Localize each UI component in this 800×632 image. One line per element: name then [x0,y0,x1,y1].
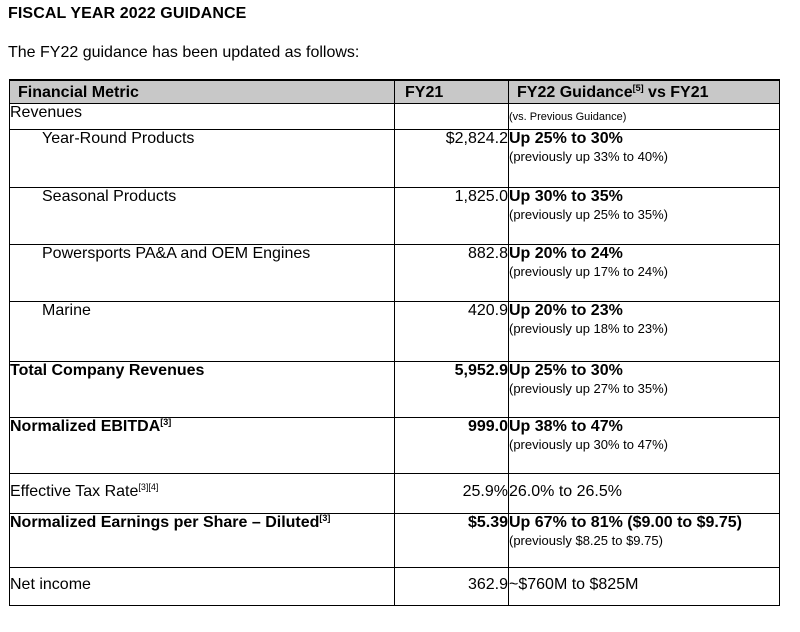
metric-cell: Year-Round Products [9,129,395,188]
table-row-marine: Marine 420.9 Up 20% to 23% (previously u… [9,301,780,362]
metric-cell: Normalized EBITDA[3] [9,417,395,474]
fy21-cell: 362.9 [394,567,509,606]
guidance-cell: Up 25% to 30% (previously up 33% to 40%) [508,129,780,188]
previous-guidance: (previously up 18% to 23%) [509,321,668,336]
previous-guidance: (previously up 25% to 35%) [509,207,668,222]
intro-text: The FY22 guidance has been updated as fo… [8,44,360,61]
table-row-powersports: Powersports PA&A and OEM Engines 882.8 U… [9,244,780,302]
fy21-cell: 25.9% [394,473,509,514]
guidance-cell: Up 20% to 24% (previously up 17% to 24%) [508,244,780,302]
previous-guidance: (previously up 27% to 35%) [509,381,668,396]
table-row-net-income: Net income 362.9 ~$760M to $825M [9,567,780,606]
guidance-value: Up 20% to 23% [509,302,623,319]
previous-guidance: (previously up 17% to 24%) [509,264,668,279]
footnote-ref: [5] [632,83,644,93]
fy21-cell: 999.0 [394,417,509,474]
footnote-ref: [3] [160,417,172,427]
page-title: FISCAL YEAR 2022 GUIDANCE [8,5,247,22]
previous-guidance: (previously up 30% to 47%) [509,437,668,452]
metric-cell: Marine [9,301,395,362]
metric-cell: Total Company Revenues [9,361,395,418]
guidance-cell: ~$760M to $825M [508,567,780,606]
metric-cell: Revenues [9,103,395,130]
metric-cell: Normalized Earnings per Share – Diluted[… [9,513,395,568]
header-fy21: FY21 [394,79,509,104]
metric-cell: Powersports PA&A and OEM Engines [9,244,395,302]
header-fy22-guidance: FY22 Guidance[5] vs FY21 [508,79,780,104]
table-row-year-round-products: Year-Round Products $2,824.2 Up 25% to 3… [9,129,780,188]
table-row-revenues: Revenues (vs. Previous Guidance) [9,103,780,130]
metric-cell: Net income [9,567,395,606]
guidance-cell: Up 38% to 47% (previously up 30% to 47%) [508,417,780,474]
fy21-cell: 420.9 [394,301,509,362]
fy21-cell [394,103,509,130]
footnote-ref: [3] [319,513,331,523]
fy21-cell: 1,825.0 [394,187,509,245]
fy21-cell: $2,824.2 [394,129,509,188]
fy21-cell: 882.8 [394,244,509,302]
guidance-cell: Up 67% to 81% ($9.00 to $9.75) (previous… [508,513,780,568]
previous-guidance: (previously up 33% to 40%) [509,149,668,164]
guidance-value: Up 20% to 24% [509,245,623,262]
guidance-value: ~$760M to $825M [509,576,639,593]
fy21-cell: $5.39 [394,513,509,568]
header-financial-metric: Financial Metric [9,79,395,104]
guidance-cell: Up 20% to 23% (previously up 18% to 23%) [508,301,780,362]
guidance-cell: Up 30% to 35% (previously up 25% to 35%) [508,187,780,245]
guidance-value: Up 25% to 30% [509,130,623,147]
table-row-normalized-eps: Normalized Earnings per Share – Diluted[… [9,513,780,568]
table-row-seasonal-products: Seasonal Products 1,825.0 Up 30% to 35% … [9,187,780,245]
guidance-table: Financial Metric FY21 FY22 Guidance[5] v… [9,79,780,606]
guidance-value: 26.0% to 26.5% [509,483,622,500]
table-row-normalized-ebitda: Normalized EBITDA[3] 999.0 Up 38% to 47%… [9,417,780,474]
guidance-value: Up 30% to 35% [509,188,623,205]
metric-cell: Effective Tax Rate[3][4] [9,473,395,514]
guidance-cell: 26.0% to 26.5% [508,473,780,514]
guidance-note-cell: (vs. Previous Guidance) [508,103,780,130]
table-row-effective-tax-rate: Effective Tax Rate[3][4] 25.9% 26.0% to … [9,473,780,514]
guidance-cell: Up 25% to 30% (previously up 27% to 35%) [508,361,780,418]
fy21-cell: 5,952.9 [394,361,509,418]
table-header-row: Financial Metric FY21 FY22 Guidance[5] v… [9,79,780,104]
previous-guidance: (previously $8.25 to $9.75) [509,533,663,548]
guidance-value: Up 38% to 47% [509,418,623,435]
table-row-total-company-revenues: Total Company Revenues 5,952.9 Up 25% to… [9,361,780,418]
metric-cell: Seasonal Products [9,187,395,245]
guidance-value: Up 25% to 30% [509,362,623,379]
footnote-ref: [3][4] [138,482,159,492]
guidance-value: Up 67% to 81% ($9.00 to $9.75) [509,514,742,531]
